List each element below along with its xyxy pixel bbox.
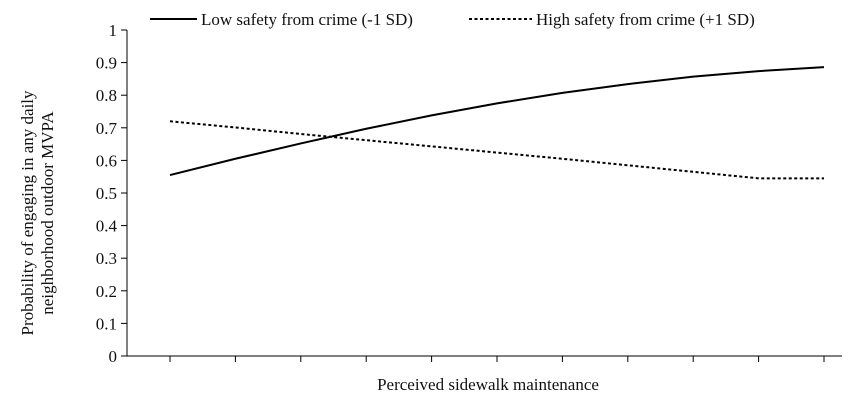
y-tick-label: 1 bbox=[109, 21, 118, 40]
y-tick-label: 0.2 bbox=[96, 282, 117, 301]
series-layer bbox=[169, 66, 825, 180]
series-line-low-safety bbox=[169, 66, 825, 177]
legend-item-high-safety: High safety from crime (+1 SD) bbox=[469, 10, 755, 29]
legend-label-high-safety: High safety from crime (+1 SD) bbox=[536, 10, 755, 29]
y-tick-label: 0.3 bbox=[96, 249, 117, 268]
y-axis-title-line-2: neighborhood outdoor MVPA bbox=[38, 111, 57, 315]
legend: Low safety from crime (-1 SD) High safet… bbox=[150, 10, 755, 29]
y-axis-title-line-1: Probability of engaging in any daily bbox=[18, 90, 37, 336]
legend-item-low-safety: Low safety from crime (-1 SD) bbox=[150, 10, 413, 29]
x-axis-ticks bbox=[169, 356, 825, 362]
y-tick-label: 0.9 bbox=[96, 54, 117, 73]
y-tick-label: 0.7 bbox=[96, 119, 118, 138]
y-tick-label: 0 bbox=[109, 347, 118, 366]
series-line-high-safety bbox=[169, 120, 824, 180]
y-tick-label: 0.5 bbox=[96, 184, 117, 203]
y-axis-title: Probability of engaging in any daily nei… bbox=[18, 90, 57, 336]
y-tick-label: 0.8 bbox=[96, 86, 117, 105]
x-axis-title: Perceived sidewalk maintenance bbox=[377, 375, 599, 393]
y-axis-ticks: 0 0.1 0.2 0.3 0.4 0.5 0.6 0.7 0.8 0.9 1 bbox=[96, 21, 127, 366]
y-tick-label: 0.6 bbox=[96, 151, 117, 170]
y-tick-label: 0.4 bbox=[96, 217, 118, 236]
y-tick-label: 0.1 bbox=[96, 314, 117, 333]
legend-label-low-safety: Low safety from crime (-1 SD) bbox=[201, 10, 413, 29]
